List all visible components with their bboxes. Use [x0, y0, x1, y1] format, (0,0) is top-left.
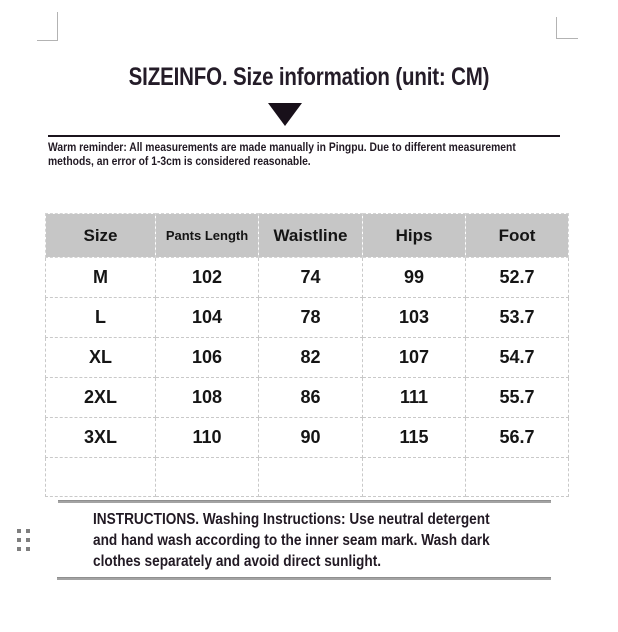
- washing-instructions-line-1: INSTRUCTIONS. Washing Instructions: Use …: [93, 511, 490, 528]
- size-table: Size Pants Length Waistline Hips Foot M …: [45, 213, 569, 497]
- instructions-top-rule: [58, 500, 551, 503]
- column-header-hips: Hips: [362, 213, 466, 258]
- cell-foot: 55.7: [465, 377, 569, 418]
- column-header-waistline: Waistline: [258, 213, 363, 258]
- cell-pants-length: 108: [155, 377, 259, 418]
- cell-size: 3XL: [45, 417, 156, 458]
- warm-reminder-line-2: methods, an error of 1-3cm is considered…: [48, 154, 311, 168]
- cell-size: M: [45, 257, 156, 298]
- cell-hips: 103: [362, 297, 466, 338]
- cell-waistline: 86: [258, 377, 363, 418]
- cell-foot: 53.7: [465, 297, 569, 338]
- instructions-bottom-rule: [57, 577, 551, 580]
- cell-hips: 107: [362, 337, 466, 378]
- cell-waistline: [258, 457, 363, 497]
- cell-size: L: [45, 297, 156, 338]
- cell-foot: [465, 457, 569, 497]
- cell-foot: 54.7: [465, 337, 569, 378]
- table-row-empty: [45, 457, 569, 497]
- cell-foot: 56.7: [465, 417, 569, 458]
- top-divider-line: [48, 135, 560, 137]
- table-row-3xl: 3XL 110 90 115 56.7: [45, 417, 569, 458]
- cell-size: 2XL: [45, 377, 156, 418]
- page-title: SIZEINFO. Size information (unit: CM): [128, 63, 490, 91]
- crop-mark-top-left-icon: [37, 12, 58, 41]
- size-table-header-row: Size Pants Length Waistline Hips Foot: [45, 213, 569, 258]
- cell-hips: 111: [362, 377, 466, 418]
- cell-size: XL: [45, 337, 156, 378]
- table-row-m: M 102 74 99 52.7: [45, 257, 569, 298]
- column-header-pants-length: Pants Length: [155, 213, 259, 258]
- cell-hips: 99: [362, 257, 466, 298]
- cell-waistline: 90: [258, 417, 363, 458]
- washing-instructions-line-3: clothes separately and avoid direct sunl…: [93, 553, 382, 570]
- cell-hips: [362, 457, 466, 497]
- column-header-size: Size: [45, 213, 156, 258]
- washing-instructions-line-2: and hand wash according to the inner sea…: [93, 532, 490, 549]
- cell-pants-length: 110: [155, 417, 259, 458]
- cell-hips: 115: [362, 417, 466, 458]
- cell-pants-length: 106: [155, 337, 259, 378]
- table-row-xl: XL 106 82 107 54.7: [45, 337, 569, 378]
- cell-size: [45, 457, 156, 497]
- cell-pants-length: 102: [155, 257, 259, 298]
- grid-dots-icon: [17, 529, 30, 551]
- column-header-foot: Foot: [465, 213, 569, 258]
- washing-instructions-text: INSTRUCTIONS. Washing Instructions: Use …: [93, 509, 490, 572]
- warm-reminder-line-1: Warm reminder: All measurements are made…: [48, 140, 516, 154]
- table-row-l: L 104 78 103 53.7: [45, 297, 569, 338]
- cell-waistline: 78: [258, 297, 363, 338]
- cell-foot: 52.7: [465, 257, 569, 298]
- cell-pants-length: 104: [155, 297, 259, 338]
- cell-waistline: 74: [258, 257, 363, 298]
- down-arrow-icon: [268, 103, 302, 126]
- table-row-2xl: 2XL 108 86 111 55.7: [45, 377, 569, 418]
- crop-mark-top-right-icon: [556, 17, 578, 39]
- cell-waistline: 82: [258, 337, 363, 378]
- cell-pants-length: [155, 457, 259, 497]
- warm-reminder-text: Warm reminder: All measurements are made…: [48, 140, 516, 168]
